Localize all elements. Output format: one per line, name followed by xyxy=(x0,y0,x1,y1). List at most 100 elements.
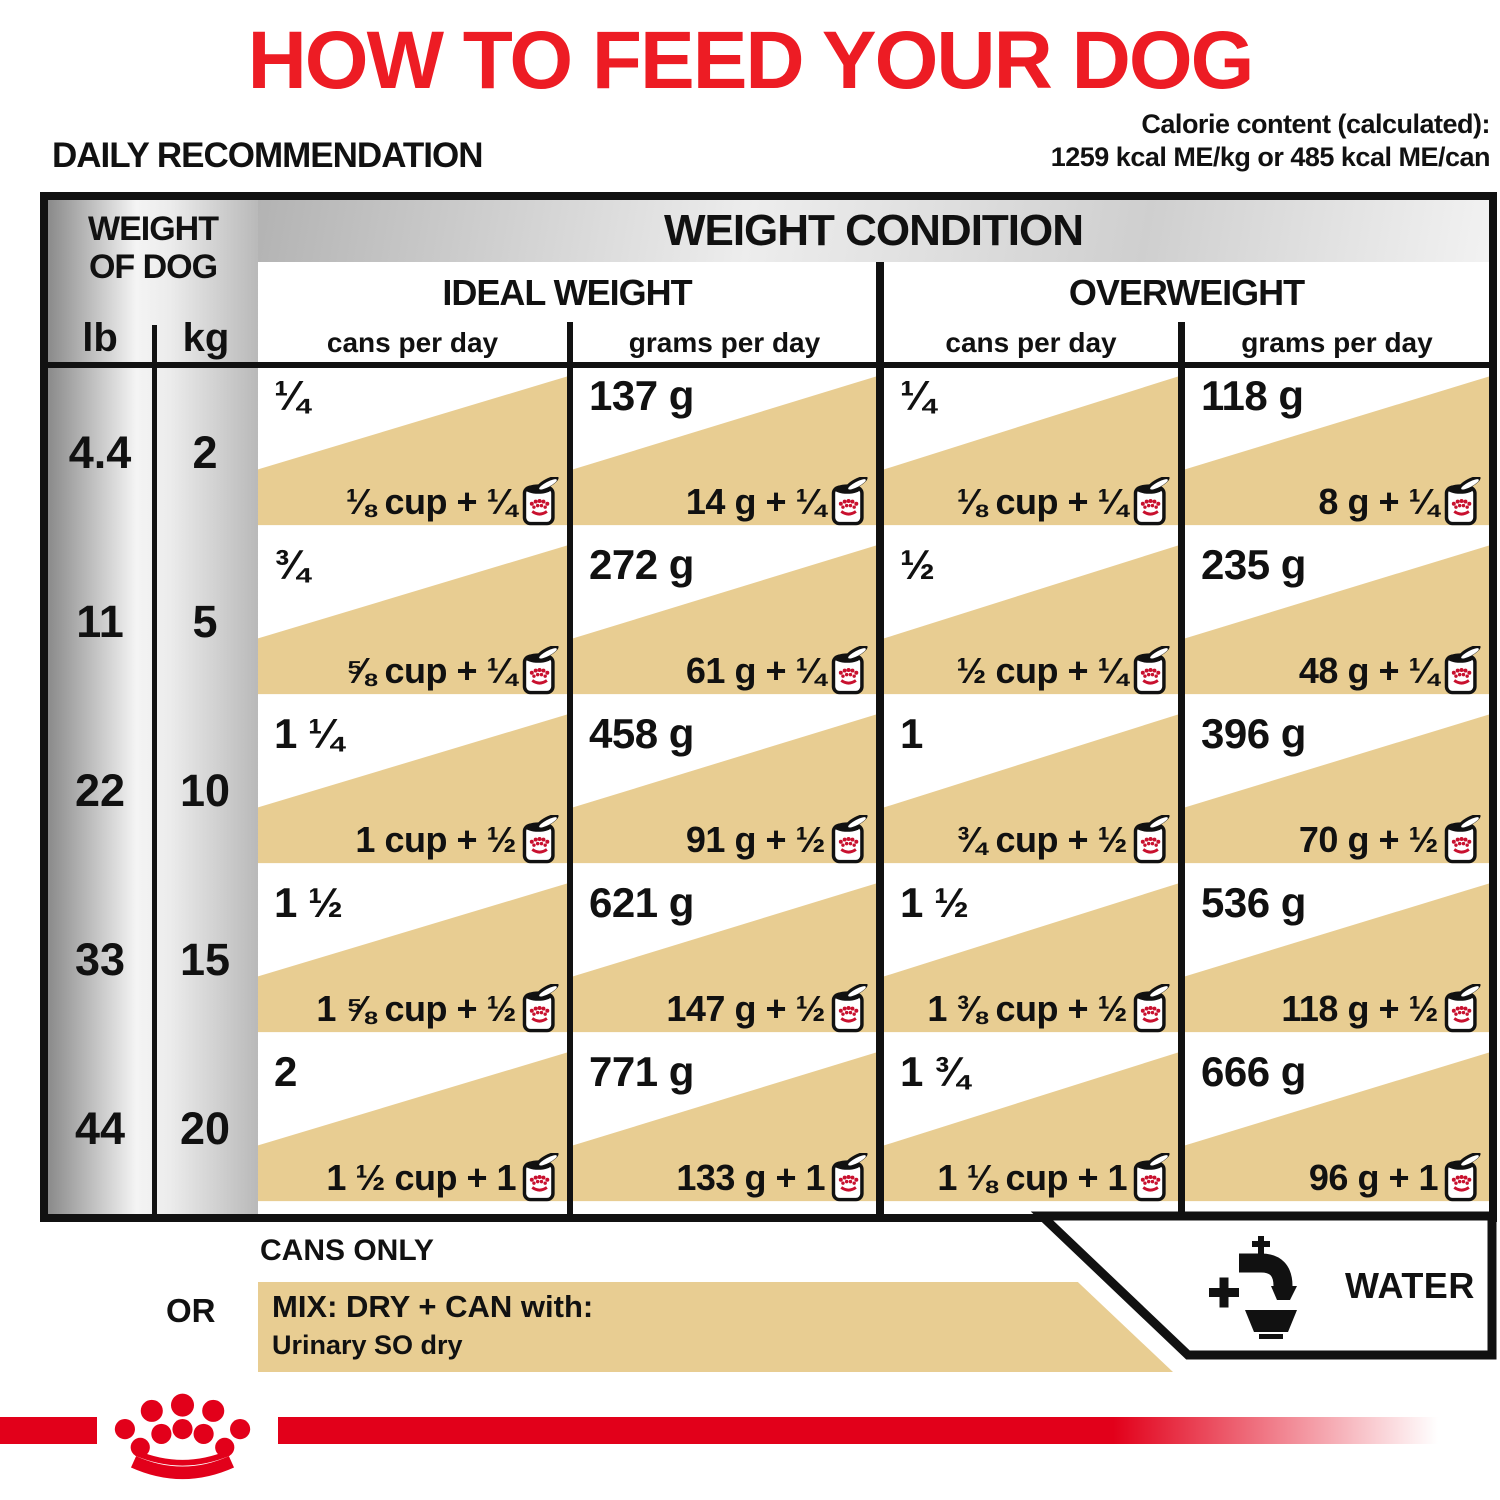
mix-value: 118 g + ½ xyxy=(1281,984,1481,1034)
col-header-ideal-grams: grams per day xyxy=(628,327,821,358)
weight-lb-cell: 4.4 xyxy=(48,368,152,537)
cans-only-value: 235 g xyxy=(1201,541,1306,588)
mix-value: 1 ⅜ cup + ½ xyxy=(927,984,1170,1034)
cans-only-value: 118 g xyxy=(1201,372,1304,419)
cell-ideal-cans: ¼ ⅛ cup + ¼ xyxy=(258,368,567,537)
mix-value: ⅝ cup + ¼ xyxy=(345,646,559,696)
cell-over-cans: ½ ½ cup + ¼ xyxy=(884,537,1178,706)
footer-red-bar-left xyxy=(0,1417,97,1444)
divider-ideal-cans-grams xyxy=(567,322,573,1214)
can-icon xyxy=(1443,477,1481,527)
can-icon xyxy=(1132,477,1170,527)
calorie-line-2: 1259 kcal ME/kg or 485 kcal ME/can xyxy=(1050,142,1491,172)
can-icon xyxy=(1443,646,1481,696)
cell-ideal-grams: 272 g 61 g + ¼ xyxy=(573,537,876,706)
faucet-water-icon xyxy=(1209,1236,1297,1339)
footer-red-bar-right xyxy=(278,1417,1438,1444)
cans-only-value: 1 ¾ xyxy=(900,1048,969,1095)
col-header-over-cans: cans per day xyxy=(945,327,1117,358)
cans-only-value: ½ xyxy=(900,541,935,588)
calorie-content: Calorie content (calculated): 1259 kcal … xyxy=(1050,108,1491,174)
weight-kg-value: 2 xyxy=(192,426,218,478)
divider-ideal-overweight xyxy=(876,262,884,1214)
cell-over-cans: 1 ¾ 1 ⅛ cup + 1 xyxy=(884,1044,1178,1213)
mix-value: 48 g + ¼ xyxy=(1299,646,1481,696)
can-icon xyxy=(1443,1153,1481,1203)
unit-lb-header: lb xyxy=(82,316,118,360)
weight-lb-value: 33 xyxy=(74,933,126,985)
cans-only-value: 536 g xyxy=(1201,879,1306,926)
cell-over-grams: 118 g 8 g + ¼ xyxy=(1185,368,1489,537)
can-icon xyxy=(521,477,559,527)
legend-mix-band xyxy=(258,1282,1173,1372)
legend-mix-line-2: Urinary SO dry xyxy=(272,1330,463,1360)
mix-value: 147 g + ½ xyxy=(666,984,868,1034)
water-callout-box xyxy=(1030,1211,1497,1360)
cell-ideal-cans: ¾ ⅝ cup + ¼ xyxy=(258,537,567,706)
legend-cans-only: CANS ONLY xyxy=(260,1234,434,1267)
weight-kg-cell: 10 xyxy=(152,706,258,875)
cans-only-value: 1 xyxy=(900,710,923,757)
can-icon xyxy=(1132,984,1170,1034)
can-icon xyxy=(521,984,559,1034)
legend-mix-line-1: MIX: DRY + CAN with: xyxy=(272,1289,594,1324)
cans-only-value: ¾ xyxy=(274,541,309,588)
mix-value: ⅛ cup + ¼ xyxy=(956,477,1170,527)
cans-only-value: ¼ xyxy=(274,372,309,419)
cell-ideal-cans: 1 ¼ 1 cup + ½ xyxy=(258,706,567,875)
can-icon xyxy=(1443,984,1481,1034)
weight-lb-cell: 44 xyxy=(48,1044,152,1213)
table-row: 4.4 2 ¼ ⅛ cup + ¼ xyxy=(48,368,1489,537)
col-header-ideal-cans: cans per day xyxy=(326,327,499,358)
weight-condition-header: WEIGHT CONDITION xyxy=(258,200,1489,262)
cell-ideal-grams: 621 g 147 g + ½ xyxy=(573,875,876,1044)
legend-or: OR xyxy=(166,1292,216,1329)
cans-only-value: 1 ½ xyxy=(900,879,969,926)
cell-over-grams: 536 g 118 g + ½ xyxy=(1185,875,1489,1044)
mix-value: 70 g + ½ xyxy=(1299,815,1481,865)
cans-only-value: 458 g xyxy=(589,710,694,757)
weight-lb-cell: 22 xyxy=(48,706,152,875)
cell-over-cans: 1 ½ 1 ⅜ cup + ½ xyxy=(884,875,1178,1044)
can-icon xyxy=(830,646,868,696)
can-icon xyxy=(1132,815,1170,865)
weight-kg-cell: 20 xyxy=(152,1044,258,1213)
cell-ideal-cans: 1 ½ 1 ⅝ cup + ½ xyxy=(258,875,567,1044)
cans-only-value: 771 g xyxy=(589,1048,694,1095)
mix-value: 1 ½ cup + 1 xyxy=(326,1153,559,1203)
cans-only-value: ¼ xyxy=(900,372,935,419)
weight-kg-value: 15 xyxy=(179,933,231,985)
mix-value: 1 cup + ½ xyxy=(355,815,559,865)
mix-value: 1 ⅛ cup + 1 xyxy=(937,1153,1170,1203)
daily-recommendation-heading: DAILY RECOMMENDATION xyxy=(52,136,483,175)
cans-only-value: 137 g xyxy=(589,372,694,419)
divider-header-body xyxy=(48,362,1489,368)
calorie-line-1: Calorie content (calculated): xyxy=(1141,109,1490,139)
weight-kg-value: 10 xyxy=(179,764,231,816)
weight-kg-value: 5 xyxy=(192,595,218,647)
cans-only-value: 2 xyxy=(274,1048,297,1095)
cans-only-value: 272 g xyxy=(589,541,694,588)
weight-kg-cell: 15 xyxy=(152,875,258,1044)
table-row: 33 15 1 ½ 1 ⅝ cup + ½ xyxy=(48,875,1489,1044)
weight-of-dog-header: WEIGHT OF DOG xyxy=(88,210,219,286)
cell-over-cans: 1 ¾ cup + ½ xyxy=(884,706,1178,875)
cans-only-value: 1 ¼ xyxy=(274,710,343,757)
cell-ideal-grams: 137 g 14 g + ¼ xyxy=(573,368,876,537)
can-icon xyxy=(521,1153,559,1203)
weight-lb-value: 44 xyxy=(74,1102,126,1154)
weight-lb-value: 4.4 xyxy=(68,426,132,478)
mix-value: ¾ cup + ½ xyxy=(956,815,1170,865)
divider-lb-kg xyxy=(152,325,157,1214)
mix-value: 91 g + ½ xyxy=(686,815,868,865)
cell-ideal-grams: 771 g 133 g + 1 xyxy=(573,1044,876,1213)
cell-ideal-grams: 458 g 91 g + ½ xyxy=(573,706,876,875)
cell-over-grams: 396 g 70 g + ½ xyxy=(1185,706,1489,875)
weight-kg-cell: 5 xyxy=(152,537,258,706)
weight-lb-value: 11 xyxy=(76,595,124,647)
cell-over-grams: 235 g 48 g + ¼ xyxy=(1185,537,1489,706)
cans-only-value: 1 ½ xyxy=(274,879,343,926)
mix-value: 1 ⅝ cup + ½ xyxy=(316,984,559,1034)
cans-only-value: 621 g xyxy=(589,879,694,926)
